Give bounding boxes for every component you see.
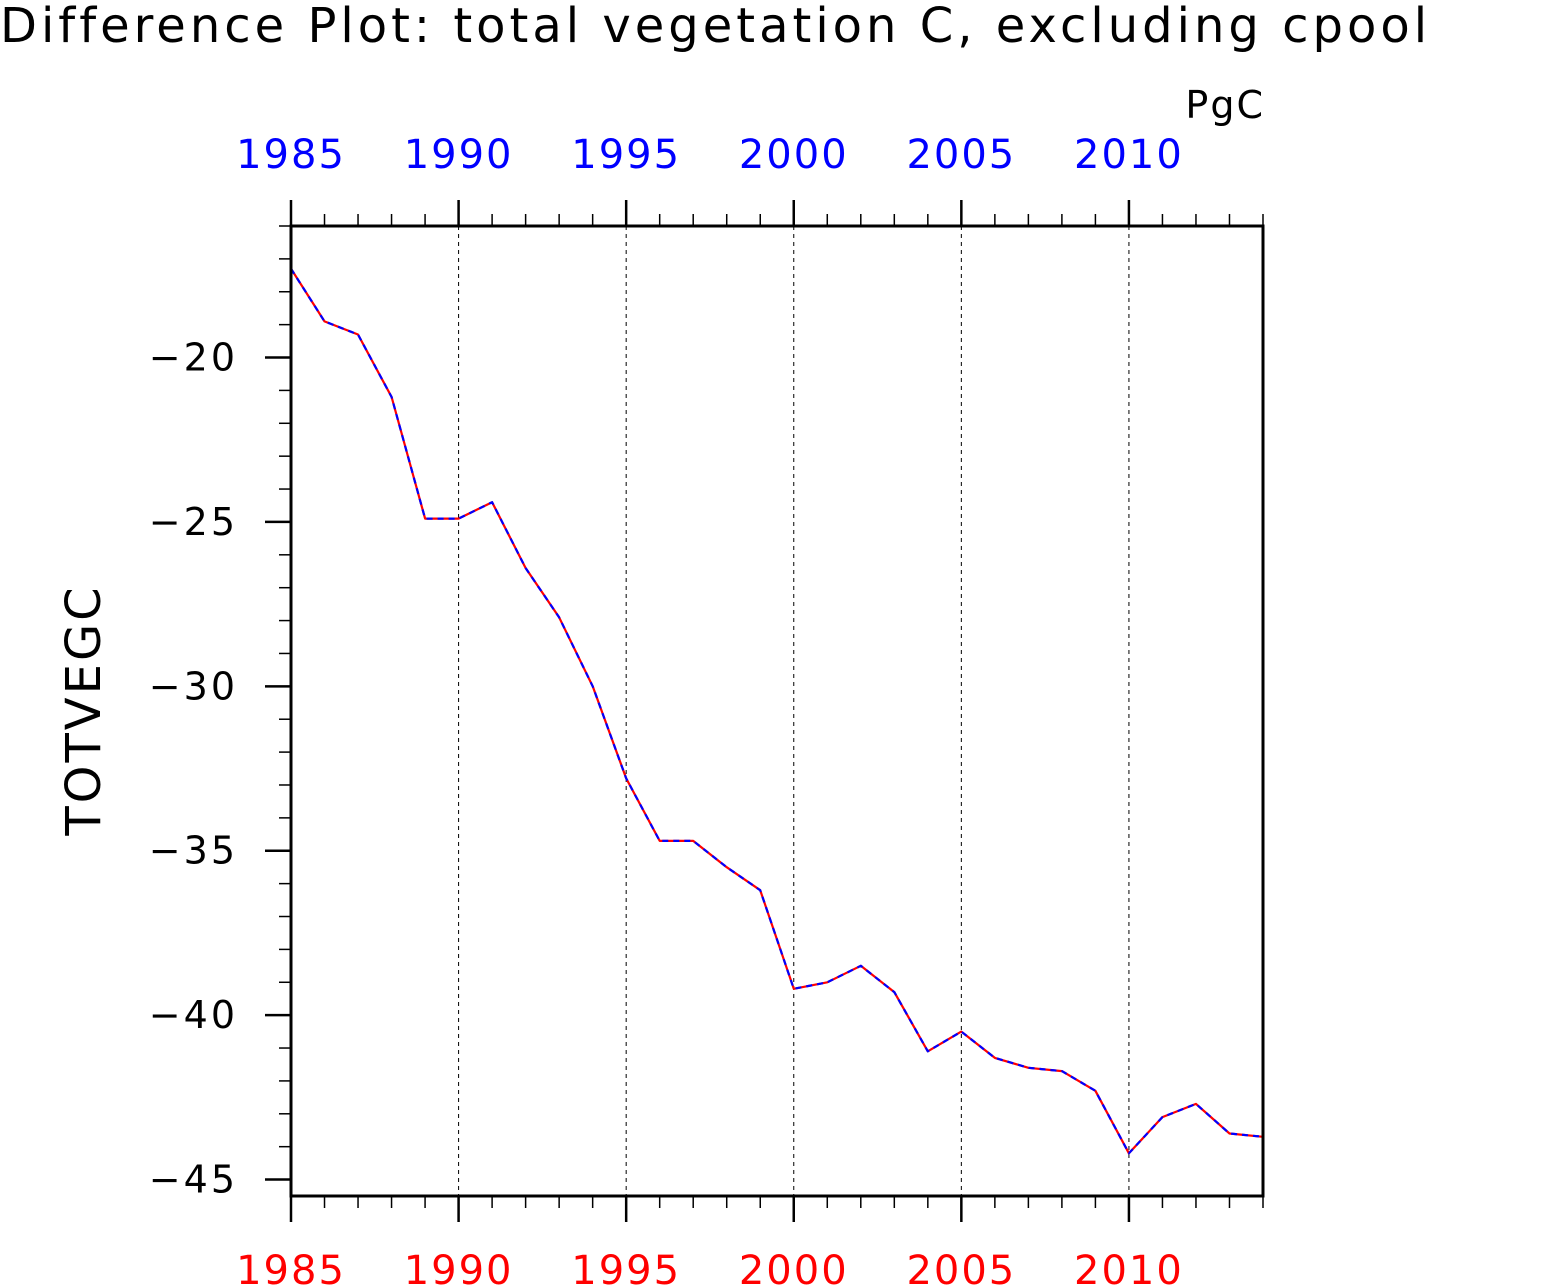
y-tick-label: −25 <box>149 500 238 544</box>
series-line-top <box>290 268 1264 1155</box>
x-tick-label-bottom: 1985 <box>236 1248 346 1287</box>
x-tick-label-top: 1995 <box>571 132 681 178</box>
series-lines <box>290 268 1264 1155</box>
x-tick-label-top: 2000 <box>739 132 849 178</box>
x-tick-label-top: 1985 <box>236 132 346 178</box>
x-tick-label-bottom: 2000 <box>739 1248 849 1287</box>
x-tick-label-bottom: 2010 <box>1074 1248 1184 1287</box>
gridlines <box>458 226 1130 1196</box>
x-tick-label-bottom: 1990 <box>404 1248 514 1287</box>
plot-border <box>289 224 1265 1198</box>
axis-ticks <box>265 200 1264 1222</box>
x-tick-label-bottom: 1995 <box>571 1248 681 1287</box>
x-tick-label-bottom: 2005 <box>906 1248 1016 1287</box>
y-tick-label: −20 <box>149 336 238 380</box>
plot-frame <box>289 224 1265 1198</box>
y-tick-label: −30 <box>149 664 238 708</box>
x-tick-label-top: 2010 <box>1074 132 1184 178</box>
y-axis-label: TOTVEGC <box>56 584 112 836</box>
y-tick-label: −35 <box>149 829 238 873</box>
chart-title: Difference Plot: total vegetation C, exc… <box>0 0 1431 54</box>
x-tick-label-top: 2005 <box>906 132 1016 178</box>
x-tick-label-top: 1990 <box>404 132 514 178</box>
units-label: PgC <box>1185 83 1265 127</box>
series-line-bottom <box>290 268 1264 1155</box>
y-tick-label: −40 <box>149 993 238 1037</box>
tick-labels: 1985 1985 1990 1990 1995 1995 2000 2000 2005 2005… <box>149 132 1184 1287</box>
y-tick-label: −45 <box>149 1158 238 1202</box>
